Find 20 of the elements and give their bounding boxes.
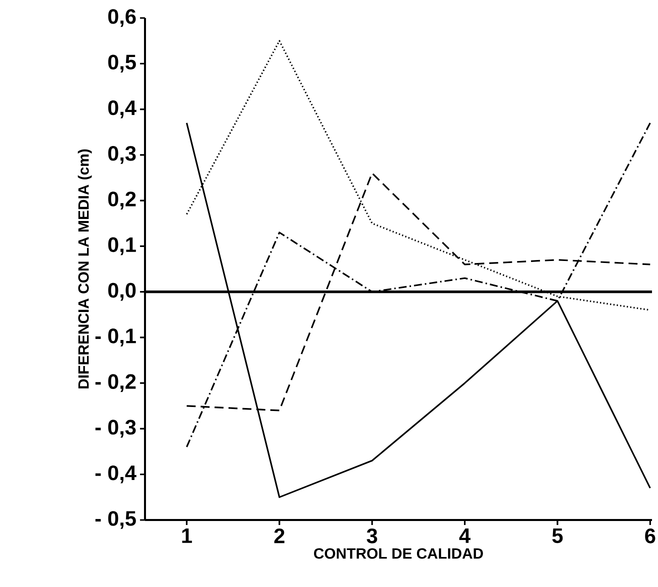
y-tick-label: - 0,1 (95, 328, 136, 346)
x-tick-label: 1 (182, 528, 192, 543)
y-tick-label: - 0,5 (95, 511, 136, 529)
x-tick-label: 4 (459, 528, 470, 543)
y-tick-label: 0,4 (108, 100, 136, 118)
y-tick-label: 0,0 (108, 282, 136, 301)
y-tick-label: - 0,2 (95, 374, 136, 392)
x-axis-title: CONTROL DE CALIDAD (314, 548, 483, 559)
y-tick-label: 0,1 (108, 237, 136, 256)
y-tick-label: 0,2 (108, 192, 136, 210)
x-tick-label: 5 (552, 528, 563, 544)
y-tick-label: - 0,4 (95, 465, 136, 484)
y-tick-label: - 0,3 (95, 420, 136, 438)
x-tick-label: 2 (274, 528, 284, 544)
x-tick-label: 3 (366, 528, 378, 544)
y-tick-label: 0,3 (108, 146, 136, 164)
x-tick-label: 6 (645, 528, 656, 544)
y-tick-label: 0,6 (108, 9, 136, 27)
y-tick-label: 0,5 (108, 54, 136, 73)
y-axis-title: DIFERENCIA CON LA MEDIA (cm) (78, 149, 92, 388)
